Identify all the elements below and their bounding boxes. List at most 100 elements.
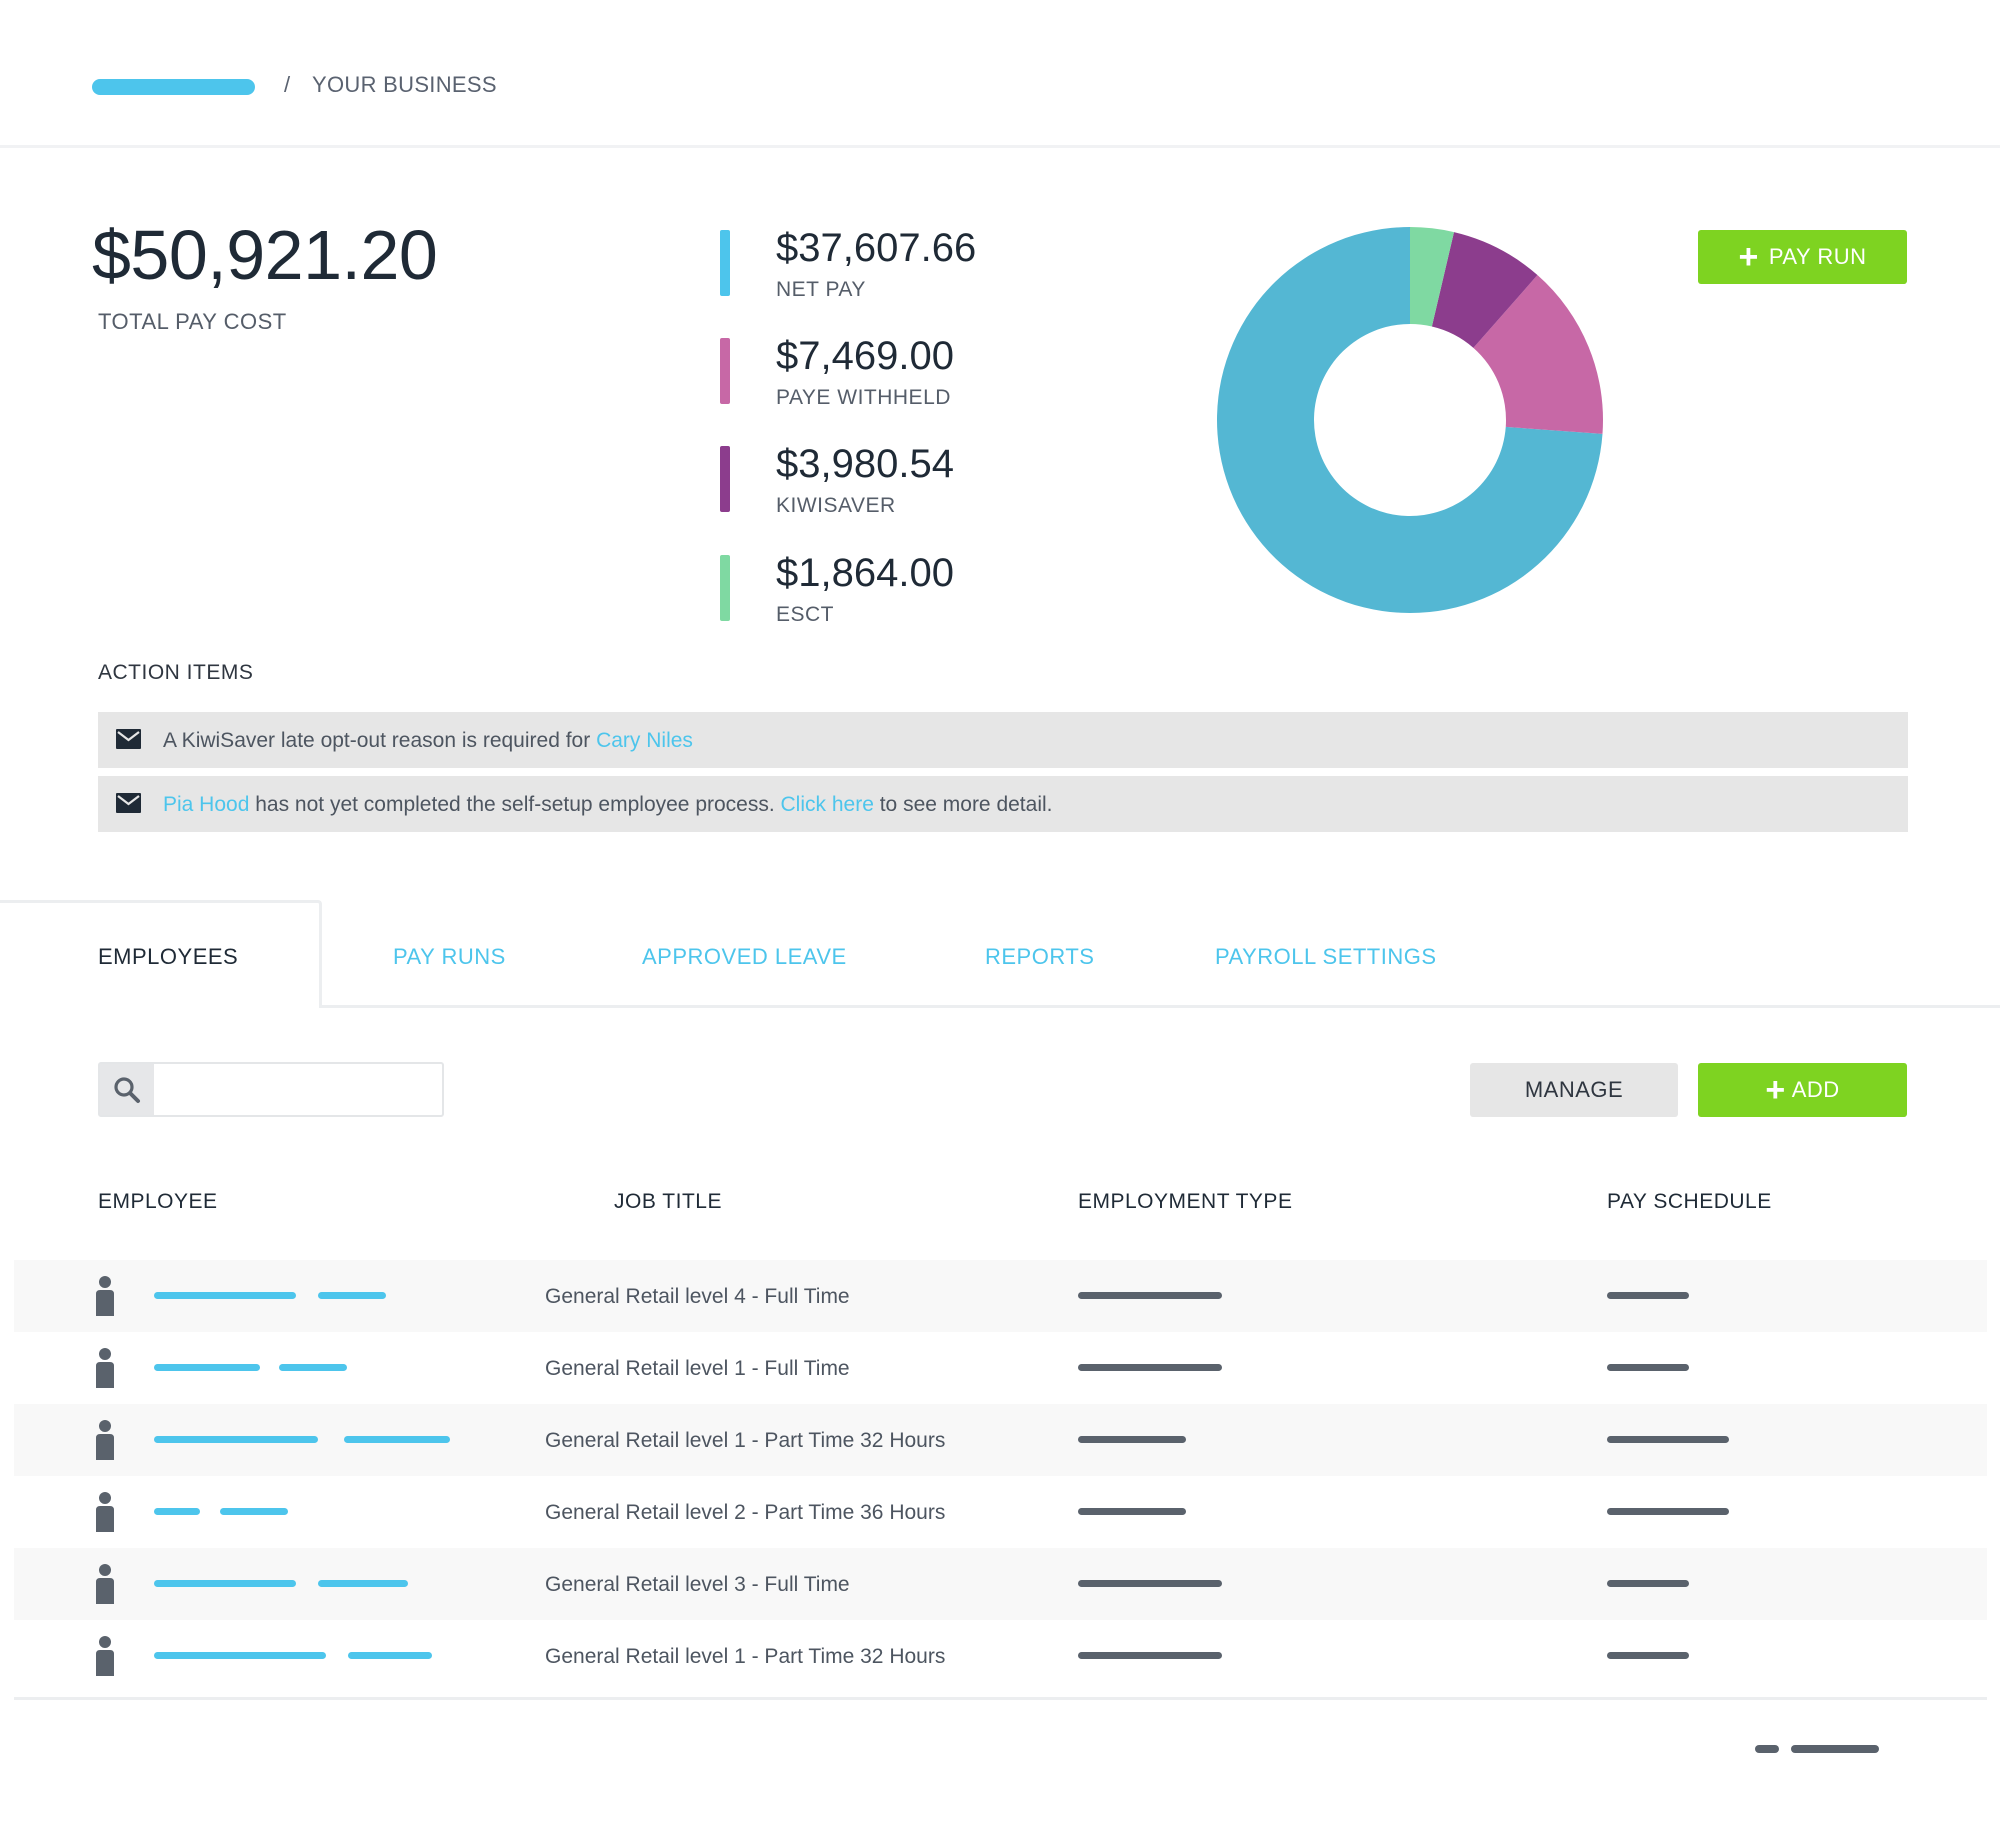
employee-first-name-placeholder bbox=[154, 1364, 260, 1371]
employment-type-placeholder bbox=[1078, 1580, 1222, 1587]
action-item-text: A KiwiSaver late opt-out reason is requi… bbox=[163, 729, 693, 753]
employee-first-name-placeholder bbox=[154, 1652, 326, 1659]
kiwisaver-swatch bbox=[720, 446, 730, 512]
column-header-employee[interactable]: EMPLOYEE bbox=[98, 1190, 218, 1213]
add-employee-button[interactable]: + ADD bbox=[1698, 1063, 1907, 1117]
pay-schedule-placeholder bbox=[1607, 1580, 1689, 1587]
employee-last-name-placeholder bbox=[344, 1436, 450, 1443]
employee-last-name-placeholder bbox=[318, 1292, 386, 1299]
job-title: General Retail level 1 - Part Time 32 Ho… bbox=[545, 1645, 946, 1668]
person-icon bbox=[96, 1276, 114, 1316]
paye-label: PAYE WITHHELD bbox=[776, 386, 951, 409]
tab-bar: EMPLOYEES PAY RUNS APPROVED LEAVE REPORT… bbox=[0, 900, 2000, 1011]
employee-link-pia-hood[interactable]: Pia Hood bbox=[163, 793, 250, 816]
action-item-text: Pia Hood has not yet completed the self-… bbox=[163, 793, 1052, 817]
action-item: A KiwiSaver late opt-out reason is requi… bbox=[98, 712, 1908, 768]
plus-icon: + bbox=[1738, 238, 1759, 276]
person-icon bbox=[96, 1636, 114, 1676]
header: / YOUR BUSINESS bbox=[0, 0, 2000, 148]
action-item-message-end: to see more detail. bbox=[873, 793, 1053, 816]
search-icon-box[interactable] bbox=[100, 1064, 154, 1115]
tab-pay-runs[interactable]: PAY RUNS bbox=[393, 944, 506, 969]
kiwisaver-label: KIWISAVER bbox=[776, 494, 896, 517]
search-icon bbox=[114, 1076, 140, 1103]
paye-amount: $7,469.00 bbox=[776, 334, 954, 378]
pay-schedule-placeholder bbox=[1607, 1652, 1689, 1659]
donut-slice bbox=[1217, 227, 1603, 613]
employee-last-name-placeholder bbox=[279, 1364, 347, 1371]
add-label: ADD bbox=[1791, 1077, 1840, 1102]
pay-run-button[interactable]: + PAY RUN bbox=[1698, 230, 1907, 284]
employee-last-name-placeholder bbox=[318, 1580, 408, 1587]
table-row[interactable]: General Retail level 1 - Part Time 32 Ho… bbox=[14, 1404, 1987, 1476]
envelope-icon bbox=[116, 729, 141, 749]
job-title: General Retail level 1 - Part Time 32 Ho… bbox=[545, 1429, 946, 1452]
pagination-prev-placeholder[interactable] bbox=[1755, 1745, 1779, 1753]
donut-slice bbox=[1473, 275, 1603, 434]
pay-cost-donut-chart bbox=[1217, 227, 1603, 613]
tab-active-background bbox=[0, 900, 322, 1008]
column-header-employment-type[interactable]: EMPLOYMENT TYPE bbox=[1078, 1190, 1293, 1213]
tab-payroll-settings[interactable]: PAYROLL SETTINGS bbox=[1215, 944, 1437, 969]
donut-slice bbox=[1410, 227, 1454, 327]
action-item: Pia Hood has not yet completed the self-… bbox=[98, 776, 1908, 832]
click-here-link[interactable]: Click here bbox=[780, 793, 874, 816]
breakdown-paye-withheld: $7,469.00 PAYE WITHHELD bbox=[720, 334, 1120, 409]
pagination-placeholder[interactable] bbox=[1791, 1745, 1879, 1753]
person-icon bbox=[96, 1492, 114, 1532]
column-header-pay-schedule[interactable]: PAY SCHEDULE bbox=[1607, 1190, 1772, 1213]
pay-schedule-placeholder bbox=[1607, 1364, 1689, 1371]
breakdown-esct: $1,864.00 ESCT bbox=[720, 551, 1120, 626]
person-icon bbox=[96, 1564, 114, 1604]
table-row[interactable]: General Retail level 1 - Full Time bbox=[14, 1332, 1987, 1404]
net-pay-swatch bbox=[720, 230, 730, 296]
job-title: General Retail level 3 - Full Time bbox=[545, 1573, 850, 1596]
pay-schedule-placeholder bbox=[1607, 1508, 1729, 1515]
kiwisaver-amount: $3,980.54 bbox=[776, 442, 954, 486]
column-header-job-title[interactable]: JOB TITLE bbox=[614, 1190, 722, 1213]
pay-schedule-placeholder bbox=[1607, 1292, 1689, 1299]
employee-first-name-placeholder bbox=[154, 1580, 296, 1587]
breadcrumb-home-placeholder[interactable] bbox=[92, 79, 255, 95]
employee-first-name-placeholder bbox=[154, 1436, 318, 1443]
esct-label: ESCT bbox=[776, 603, 835, 626]
table-row[interactable]: General Retail level 4 - Full Time bbox=[14, 1260, 1987, 1332]
employment-type-placeholder bbox=[1078, 1652, 1222, 1659]
employment-type-placeholder bbox=[1078, 1364, 1222, 1371]
person-icon bbox=[96, 1348, 114, 1388]
total-pay-cost-amount: $50,921.20 bbox=[92, 216, 438, 294]
breakdown-kiwisaver: $3,980.54 KIWISAVER bbox=[720, 442, 1120, 517]
total-pay-cost-label: TOTAL PAY COST bbox=[98, 309, 287, 334]
employee-last-name-placeholder bbox=[348, 1652, 432, 1659]
employment-type-placeholder bbox=[1078, 1508, 1186, 1515]
table-row[interactable]: General Retail level 3 - Full Time bbox=[14, 1548, 1987, 1620]
search-input[interactable] bbox=[156, 1064, 440, 1115]
donut-slice bbox=[1431, 232, 1538, 348]
net-pay-label: NET PAY bbox=[776, 278, 866, 301]
esct-amount: $1,864.00 bbox=[776, 551, 954, 595]
tab-employees[interactable]: EMPLOYEES bbox=[98, 944, 239, 969]
pay-schedule-placeholder bbox=[1607, 1436, 1729, 1443]
employee-last-name-placeholder bbox=[220, 1508, 288, 1515]
employee-first-name-placeholder bbox=[154, 1508, 200, 1515]
employment-type-placeholder bbox=[1078, 1292, 1222, 1299]
action-item-message: A KiwiSaver late opt-out reason is requi… bbox=[163, 729, 597, 752]
job-title: General Retail level 2 - Part Time 36 Ho… bbox=[545, 1501, 946, 1524]
action-items-title: ACTION ITEMS bbox=[98, 661, 254, 684]
table-row[interactable]: General Retail level 1 - Part Time 32 Ho… bbox=[14, 1620, 1987, 1692]
employment-type-placeholder bbox=[1078, 1436, 1186, 1443]
employee-search bbox=[98, 1062, 444, 1117]
envelope-icon bbox=[116, 793, 141, 813]
table-bottom-border bbox=[14, 1697, 1987, 1700]
employee-first-name-placeholder bbox=[154, 1292, 296, 1299]
manage-button[interactable]: MANAGE bbox=[1470, 1063, 1678, 1117]
breadcrumb-business[interactable]: YOUR BUSINESS bbox=[312, 72, 497, 97]
breakdown-net-pay: $37,607.66 NET PAY bbox=[720, 226, 1120, 301]
tab-approved-leave[interactable]: APPROVED LEAVE bbox=[642, 944, 847, 969]
employee-link-cary-niles[interactable]: Cary Niles bbox=[596, 729, 693, 752]
job-title: General Retail level 4 - Full Time bbox=[545, 1285, 850, 1308]
person-icon bbox=[96, 1420, 114, 1460]
table-row[interactable]: General Retail level 2 - Part Time 36 Ho… bbox=[14, 1476, 1987, 1548]
tab-reports[interactable]: REPORTS bbox=[985, 944, 1095, 969]
action-item-message: has not yet completed the self-setup emp… bbox=[249, 793, 781, 816]
